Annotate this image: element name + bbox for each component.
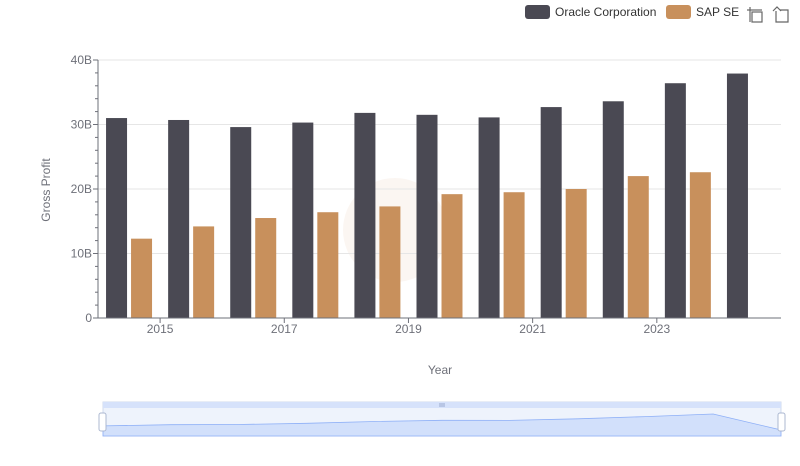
slider-handle-left[interactable]	[98, 412, 107, 432]
bar-oracle-corporation-2021[interactable]	[540, 107, 562, 319]
zoom-reset-icon[interactable]	[772, 6, 789, 23]
zoom-area-icon[interactable]	[747, 7, 763, 23]
legend-label-oracle-corporation[interactable]: Oracle Corporation	[555, 5, 656, 19]
y-tick-label: 0	[85, 311, 92, 325]
bar-sap-se-2023[interactable]	[689, 172, 711, 318]
y-tick-label: 20B	[71, 182, 92, 196]
bar-oracle-corporation-2022[interactable]	[602, 101, 624, 318]
y-tick-label: 10B	[71, 247, 92, 261]
bar-oracle-corporation-2018[interactable]	[354, 112, 376, 318]
x-tick-label: 2017	[271, 322, 298, 336]
bar-sap-se-2016[interactable]	[255, 218, 277, 318]
bar-sap-se-2017[interactable]	[317, 212, 339, 318]
y-tick-label: 40B	[71, 53, 92, 67]
bar-oracle-corporation-2014[interactable]	[106, 118, 128, 318]
slider-handle-right[interactable]	[777, 412, 786, 432]
bar-sap-se-2018[interactable]	[379, 206, 401, 318]
x-tick-label: 2015	[147, 322, 174, 336]
bar-sap-se-2014[interactable]	[131, 238, 153, 318]
slider-grip-icon[interactable]	[439, 403, 445, 407]
bar-oracle-corporation-2020[interactable]	[478, 117, 500, 318]
bar-sap-se-2021[interactable]	[565, 189, 587, 318]
data-zoom-slider[interactable]	[98, 401, 786, 437]
y-tick-label: 30B	[71, 118, 92, 132]
bars	[106, 73, 748, 319]
slider-preview-area	[102, 413, 782, 437]
bar-sap-se-2019[interactable]	[441, 194, 463, 318]
bar-oracle-corporation-2019[interactable]	[416, 114, 438, 318]
axes: 0 10B 20B 30B 40B 2015 2017 2019 2021 2023	[71, 53, 781, 336]
legend-label-sap-se[interactable]: SAP SE	[696, 5, 739, 19]
slider-selection[interactable]	[103, 408, 781, 436]
x-axis-title: Year	[428, 363, 452, 377]
legend: Oracle Corporation SAP SE	[525, 5, 739, 19]
bar-oracle-corporation-2015[interactable]	[168, 119, 190, 318]
legend-swatch-sap-se[interactable]	[666, 5, 691, 19]
x-tick-label: 2021	[519, 322, 546, 336]
bar-sap-se-2015[interactable]	[193, 226, 215, 318]
bar-oracle-corporation-2017[interactable]	[292, 122, 314, 318]
bar-oracle-corporation-2023[interactable]	[664, 83, 686, 318]
bar-sap-se-2022[interactable]	[627, 176, 649, 318]
bar-oracle-corporation-2024[interactable]	[726, 73, 748, 318]
y-axis-title: Gross Profit	[39, 158, 53, 222]
legend-swatch-oracle-corporation[interactable]	[525, 5, 550, 19]
bar-sap-se-2020[interactable]	[503, 192, 525, 318]
x-tick-label: 2019	[395, 322, 422, 336]
bar-oracle-corporation-2016[interactable]	[230, 127, 252, 318]
x-tick-label: 2023	[643, 322, 670, 336]
